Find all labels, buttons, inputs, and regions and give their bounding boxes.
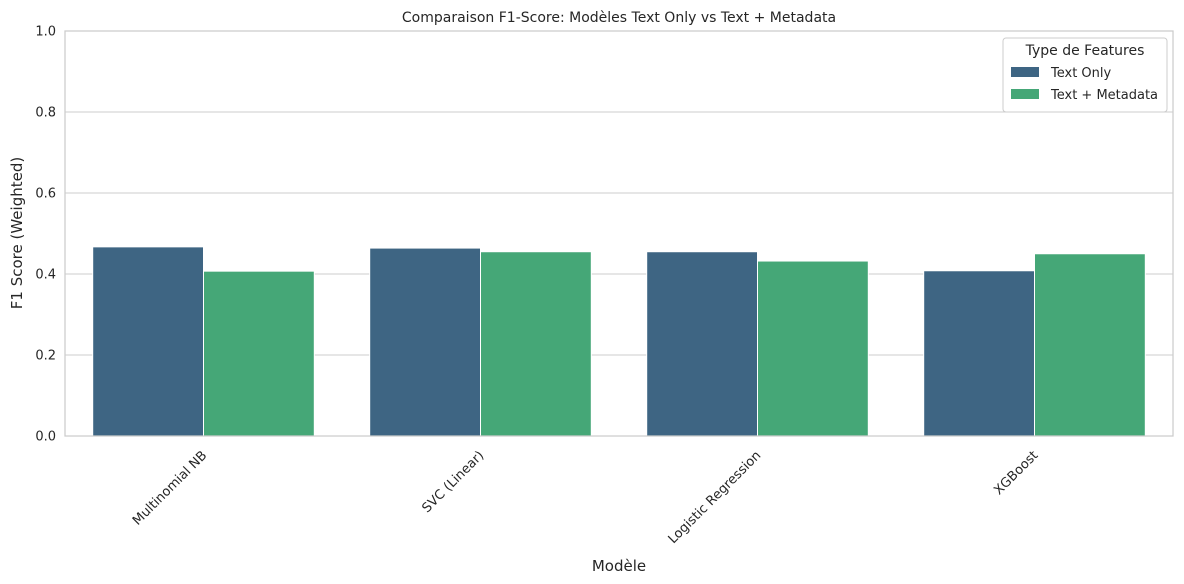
legend: Type de Features Text Only Text + Metada…	[1002, 37, 1168, 113]
legend-swatch-text-metadata	[1011, 89, 1039, 99]
bar-text-metadata-2	[757, 260, 869, 437]
y-tick-label: 0.8	[35, 106, 56, 121]
x-tick-label: XGBoost	[991, 448, 1041, 498]
y-tick-label: 0.6	[35, 187, 56, 202]
y-tick-label: 0.0	[35, 430, 56, 445]
legend-title: Type de Features	[1025, 43, 1145, 59]
legend-box	[1002, 37, 1168, 113]
x-tick-label: Logistic Regression	[666, 448, 765, 547]
y-tick-labels: 0.0 0.2 0.4 0.6 0.8 1.0	[35, 25, 56, 445]
legend-label-text-only: Text Only	[1050, 66, 1112, 81]
legend-swatch-text-only	[1011, 67, 1039, 77]
bar-text-only-2	[646, 251, 759, 437]
x-axis-label: Modèle	[592, 557, 646, 575]
legend-label-text-metadata: Text + Metadata	[1050, 88, 1158, 103]
y-tick-label: 0.4	[35, 268, 56, 283]
chart-title: Comparaison F1-Score: Modèles Text Only …	[402, 10, 836, 26]
bar-text-only-0	[92, 246, 204, 437]
bar-text-metadata-1	[480, 251, 592, 437]
bar-text-metadata-0	[203, 270, 315, 437]
bar-text-metadata-3	[1034, 253, 1146, 437]
bar-text-only-3	[923, 270, 1036, 437]
bars-group	[92, 246, 1146, 437]
y-axis-label: F1 Score (Weighted)	[8, 157, 26, 309]
x-tick-label: SVC (Linear)	[420, 448, 488, 516]
x-tick-labels: Multinomial NB SVC (Linear) Logistic Regre…	[130, 448, 1041, 547]
plot-frame	[64, 30, 1174, 437]
y-tick-label: 0.2	[35, 349, 56, 364]
bar-text-only-1	[369, 247, 482, 437]
y-tick-label: 1.0	[35, 25, 56, 40]
x-tick-label: Multinomial NB	[130, 448, 210, 528]
